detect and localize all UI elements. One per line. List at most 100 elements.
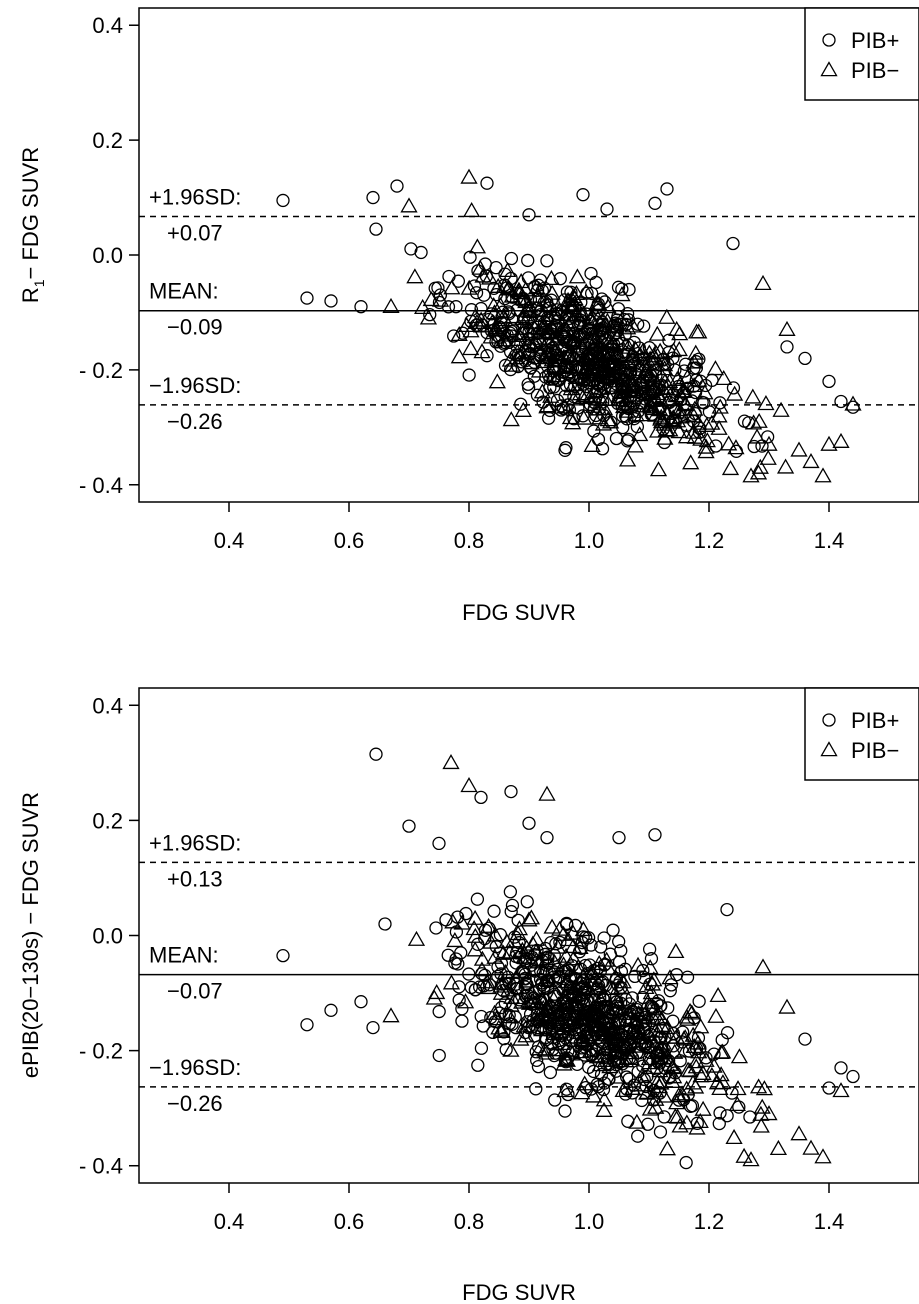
pib-positive-point bbox=[627, 335, 641, 350]
pib-negative-point bbox=[711, 1079, 729, 1095]
pib-negative-point bbox=[652, 1010, 671, 1026]
pib-negative-point bbox=[473, 343, 491, 359]
pib-positive-point bbox=[449, 300, 463, 314]
pib-negative-point bbox=[752, 1117, 770, 1133]
pib-negative-point bbox=[422, 291, 440, 307]
pib-negative-point bbox=[382, 297, 400, 313]
x-tick-label: 0.4 bbox=[214, 528, 245, 553]
pib-positive-point bbox=[480, 176, 494, 190]
pib-positive-point bbox=[526, 321, 540, 336]
pib-negative-point bbox=[686, 428, 704, 444]
y-axis-label: ePIB(20−130s) − FDG SUVR bbox=[18, 792, 43, 1078]
pib-positive-point bbox=[487, 281, 501, 296]
pib-negative-point bbox=[685, 423, 703, 439]
plot-frame bbox=[138, 687, 919, 1184]
pib-positive-point bbox=[530, 1022, 545, 1037]
pib-positive-point bbox=[504, 271, 518, 286]
pib-positive-point bbox=[540, 831, 554, 845]
pib-positive-point bbox=[619, 409, 633, 424]
pib-positive-point bbox=[522, 325, 536, 339]
pib-positive-point bbox=[276, 948, 290, 963]
pib-negative-point bbox=[778, 320, 796, 336]
legend-circle-icon bbox=[822, 713, 836, 727]
pib-negative-point bbox=[667, 942, 685, 959]
pib-negative-point bbox=[661, 969, 679, 985]
pib-positive-point bbox=[755, 439, 769, 453]
pib-positive-point bbox=[553, 272, 567, 286]
pib-positive-point bbox=[647, 1093, 661, 1107]
reference-line-value: −0.07 bbox=[167, 979, 223, 1004]
pib-negative-point bbox=[711, 398, 729, 414]
pib-negative-point bbox=[534, 1019, 552, 1035]
pib-negative-point bbox=[698, 416, 716, 432]
pib-positive-point bbox=[680, 970, 695, 984]
pib-positive-point bbox=[478, 931, 492, 946]
pib-negative-point bbox=[685, 407, 703, 423]
x-tick-label: 1.2 bbox=[694, 1209, 725, 1234]
legend-box bbox=[804, 687, 919, 781]
pib-negative-point bbox=[624, 317, 642, 333]
pib-positive-point bbox=[522, 816, 536, 830]
pib-positive-point bbox=[439, 913, 453, 927]
pib-positive-point bbox=[822, 374, 836, 389]
pib-negative-point bbox=[537, 343, 556, 359]
pib-positive-point bbox=[643, 1027, 658, 1041]
pib-positive-point bbox=[676, 1025, 690, 1039]
pib-positive-point bbox=[587, 424, 601, 438]
pib-negative-point bbox=[720, 435, 738, 451]
pib-positive-point bbox=[562, 972, 577, 986]
pib-positive-point bbox=[648, 828, 662, 842]
pib-positive-point bbox=[577, 372, 592, 386]
pib-positive-point bbox=[549, 937, 563, 951]
pib-negative-point bbox=[431, 291, 450, 307]
pib-negative-point bbox=[559, 931, 577, 947]
pib-negative-point bbox=[456, 993, 475, 1009]
pib-negative-point bbox=[715, 369, 733, 386]
pib-negative-point bbox=[594, 351, 612, 367]
pib-negative-point bbox=[588, 1001, 607, 1017]
x-tick-label: 1.4 bbox=[814, 528, 845, 553]
pib-negative-point bbox=[578, 387, 596, 403]
pib-positive-point bbox=[503, 362, 518, 377]
legend-entry-pib-positive: PIB+ bbox=[851, 708, 899, 733]
pib-negative-point bbox=[712, 1066, 730, 1082]
pib-positive-point bbox=[592, 1001, 606, 1015]
pib-negative-point bbox=[753, 1098, 771, 1114]
pib-positive-point bbox=[431, 281, 445, 295]
pib-positive-point bbox=[504, 784, 518, 799]
pib-negative-point bbox=[802, 452, 820, 469]
pib-negative-point bbox=[682, 454, 700, 470]
pib-negative-point bbox=[708, 1074, 727, 1090]
pib-negative-point bbox=[611, 359, 629, 375]
pib-negative-point bbox=[548, 1019, 566, 1035]
pib-positive-point bbox=[798, 1032, 812, 1046]
pib-negative-point bbox=[571, 334, 589, 350]
pib-negative-point bbox=[591, 1056, 609, 1072]
pib-positive-point bbox=[499, 1042, 513, 1057]
pib-positive-point bbox=[584, 266, 598, 281]
pib-negative-point bbox=[502, 411, 520, 427]
pib-negative-point bbox=[730, 1048, 749, 1064]
pib-positive-point bbox=[611, 280, 626, 294]
pib-negative-point bbox=[670, 423, 688, 439]
legend-circle-icon bbox=[822, 33, 836, 47]
pib-negative-point bbox=[550, 1041, 568, 1057]
pib-positive-point bbox=[664, 978, 679, 992]
pib-negative-point bbox=[538, 785, 556, 801]
pib-negative-point bbox=[530, 362, 548, 378]
pib-positive-point bbox=[522, 208, 536, 222]
pib-positive-point bbox=[677, 386, 691, 400]
pib-negative-point bbox=[697, 1051, 715, 1067]
pib-positive-point bbox=[576, 409, 590, 423]
reference-line-value: −0.26 bbox=[167, 409, 223, 434]
legend-triangle-icon bbox=[820, 741, 838, 757]
pib-negative-point bbox=[664, 409, 682, 425]
pib-negative-point bbox=[514, 401, 532, 417]
pib-negative-point bbox=[670, 341, 688, 357]
pib-negative-point bbox=[568, 268, 587, 284]
pib-positive-point bbox=[478, 923, 493, 937]
pib-positive-point bbox=[500, 328, 514, 342]
pib-positive-point bbox=[568, 1009, 582, 1023]
pib-positive-point bbox=[612, 934, 626, 949]
pib-negative-point bbox=[652, 413, 671, 429]
